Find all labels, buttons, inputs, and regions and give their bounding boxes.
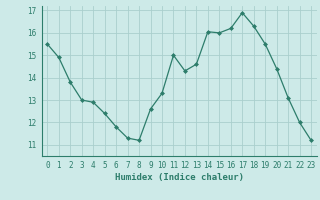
X-axis label: Humidex (Indice chaleur): Humidex (Indice chaleur) bbox=[115, 173, 244, 182]
